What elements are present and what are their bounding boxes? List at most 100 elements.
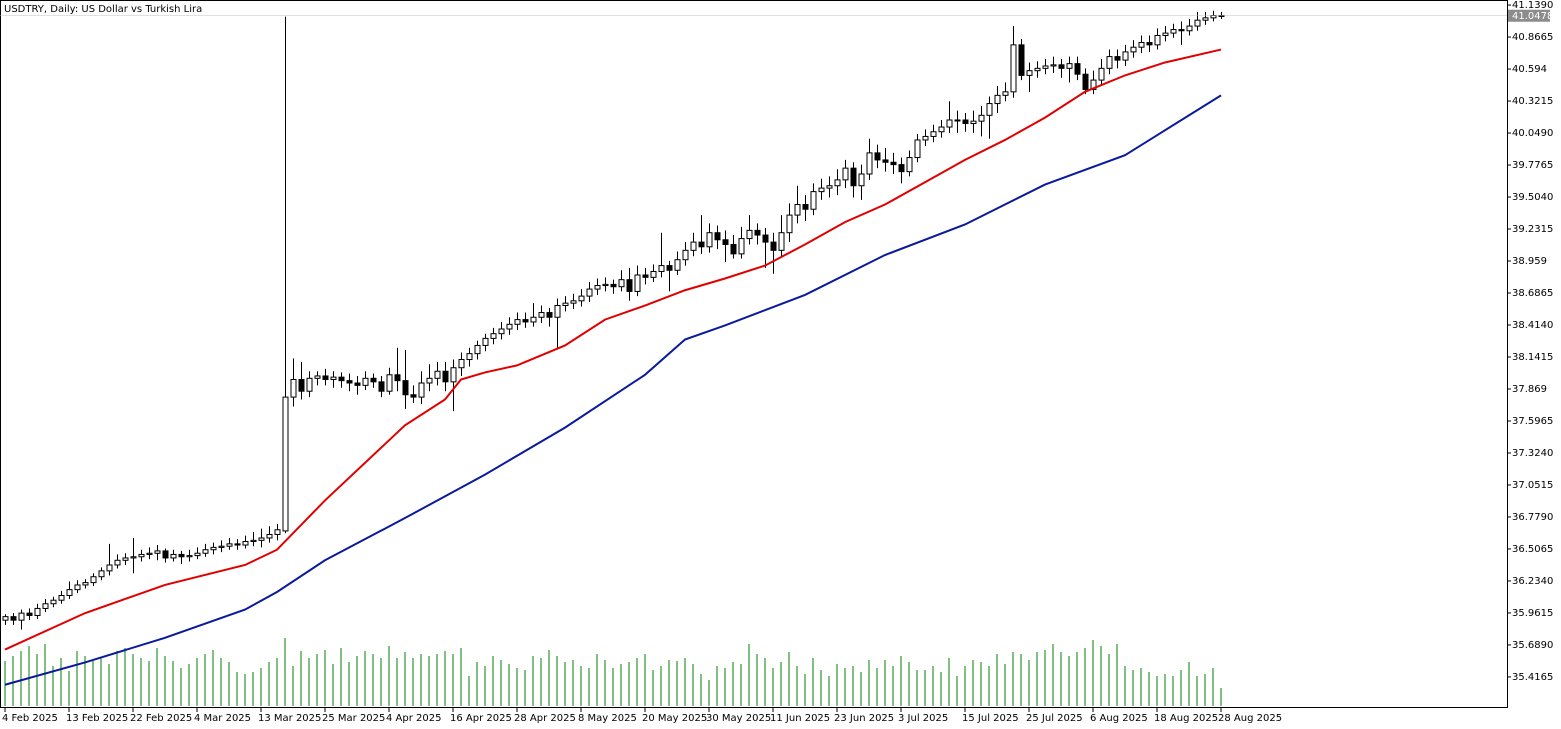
candle-body	[850, 167, 857, 187]
volume-bar	[484, 666, 486, 706]
candle-body	[882, 159, 889, 163]
volume-bar	[476, 662, 478, 706]
y-tick-label: 38.1415	[1512, 352, 1553, 363]
candle-body	[58, 595, 65, 601]
candle-body	[98, 570, 105, 578]
candle-body	[698, 241, 705, 248]
candle-body	[1066, 63, 1073, 69]
volume-bar	[372, 654, 374, 706]
candle-body	[378, 381, 385, 392]
volume-bar	[1068, 656, 1070, 706]
volume-bar	[268, 662, 270, 706]
candle-body	[602, 283, 609, 287]
volume-bar	[524, 670, 526, 706]
candle-body	[386, 374, 393, 392]
candle-body	[114, 559, 121, 566]
volume-bar	[676, 661, 678, 706]
volume-bar	[84, 656, 86, 706]
candle-body	[34, 607, 41, 616]
candle-body	[234, 543, 241, 546]
candle-body	[858, 173, 865, 187]
candle-body	[522, 319, 529, 323]
volume-bar	[924, 670, 926, 706]
volume-bar	[1116, 644, 1118, 706]
candle-body	[714, 232, 721, 241]
candle-body	[906, 157, 913, 173]
candle-body	[666, 265, 673, 271]
volume-bar	[796, 666, 798, 706]
volume-bar	[12, 656, 14, 706]
volume-bar	[940, 672, 942, 706]
volume-bar	[780, 662, 782, 706]
candle-body	[194, 552, 201, 557]
candle-body	[490, 333, 497, 339]
volume-bar	[988, 666, 990, 706]
candle-body	[266, 533, 273, 539]
candle-body	[90, 576, 97, 584]
volume-bar	[948, 658, 950, 706]
volume-bar	[508, 664, 510, 706]
candle-body	[250, 539, 257, 543]
volume-bar	[1172, 676, 1174, 706]
candle-body	[970, 120, 977, 125]
candle-body	[474, 344, 481, 355]
candle-body	[930, 131, 937, 137]
candle-body	[1178, 29, 1185, 32]
candle-body	[554, 305, 561, 318]
volume-bar	[492, 656, 494, 706]
volume-bar	[348, 662, 350, 706]
volume-bar	[452, 654, 454, 706]
volume-bar	[1044, 650, 1046, 706]
candle-body	[330, 376, 337, 380]
candle-body	[610, 283, 617, 288]
candle-body	[730, 243, 737, 255]
candle-body	[866, 152, 873, 175]
y-tick-label: 35.9615	[1512, 608, 1553, 619]
volume-bar	[212, 650, 214, 706]
volume-bar	[324, 650, 326, 706]
volume-bar	[44, 644, 46, 706]
candle-body	[1202, 17, 1209, 21]
candle-body	[450, 367, 457, 383]
volume-bar	[724, 668, 726, 706]
candle-body	[762, 234, 769, 243]
candle-body	[874, 152, 881, 161]
candle-body	[1122, 51, 1129, 61]
chart-title: USDTRY, Daily: US Dollar vs Turkish Lira	[4, 4, 202, 15]
candle-body	[50, 599, 57, 605]
candle-body	[242, 541, 249, 546]
candle-body	[426, 377, 433, 384]
candle-body	[2, 616, 9, 621]
candle-body	[1002, 91, 1009, 96]
x-tick-label: 22 Feb 2025	[130, 713, 192, 724]
volume-bar	[284, 638, 286, 706]
volume-bar	[1196, 676, 1198, 706]
volume-bar	[868, 660, 870, 706]
volume-bar	[596, 654, 598, 706]
volume-bar	[204, 654, 206, 706]
volume-bar	[772, 668, 774, 706]
volume-bar	[20, 651, 22, 706]
volume-bar	[620, 664, 622, 706]
x-tick-label: 23 Jun 2025	[834, 713, 894, 724]
volume-bar	[180, 668, 182, 706]
volume-bar	[692, 664, 694, 706]
volume-bar	[788, 652, 790, 706]
volume-bar	[1124, 666, 1126, 706]
volume-bar	[140, 658, 142, 706]
candle-body	[962, 119, 969, 125]
x-tick-label: 18 Aug 2025	[1154, 713, 1218, 724]
candle-body	[1098, 67, 1105, 81]
candle-body	[1058, 64, 1065, 69]
volume-bar	[60, 658, 62, 706]
candle-body	[1074, 63, 1081, 75]
volume-bar	[652, 670, 654, 706]
volume-bar	[956, 676, 958, 706]
volume-bar	[892, 666, 894, 706]
candle-body	[834, 179, 841, 187]
volume-bar	[900, 656, 902, 706]
y-tick-label: 40.594	[1512, 64, 1547, 75]
candle-body	[890, 161, 897, 166]
candle-body	[178, 553, 185, 558]
